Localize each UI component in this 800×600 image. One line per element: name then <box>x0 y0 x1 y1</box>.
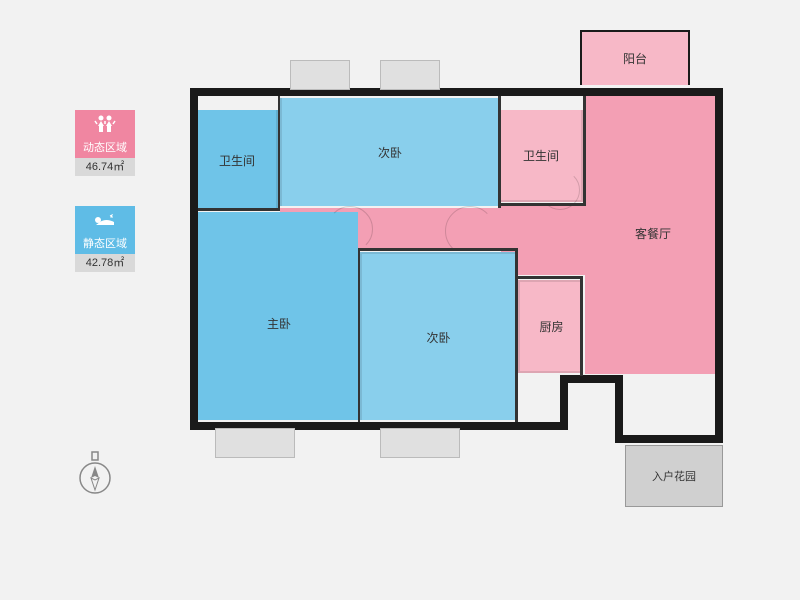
room-bath2: 卫生间 <box>501 110 583 202</box>
wall-segment <box>560 375 623 383</box>
window-recess <box>215 428 295 458</box>
room-label: 卫生间 <box>523 147 559 164</box>
floorplan: 阳台 客餐厅 卫生间 厨房 卫生间 次卧 主卧 次卧 <box>185 20 745 540</box>
wall-segment <box>190 88 723 96</box>
room-master-ext <box>198 212 280 252</box>
room-label: 阳台 <box>623 50 647 67</box>
wall-segment <box>615 435 723 443</box>
window-recess <box>290 60 350 90</box>
room-balcony: 阳台 <box>580 30 690 85</box>
room-bath1: 卫生间 <box>198 110 278 210</box>
sleep-icon <box>75 206 135 234</box>
wall-segment <box>190 88 198 430</box>
window-recess <box>380 428 460 458</box>
room-label: 入户花园 <box>652 468 696 484</box>
wall-thin <box>198 208 280 211</box>
wall-thin <box>278 96 280 210</box>
legend-dynamic-label: 动态区域 <box>75 138 135 158</box>
room-kitchen: 厨房 <box>518 280 583 373</box>
room-label: 厨房 <box>539 318 563 335</box>
wall-thin <box>501 203 586 206</box>
wall-segment <box>560 375 568 430</box>
wall-thin <box>515 276 583 279</box>
compass-icon <box>75 450 115 500</box>
wall-segment <box>615 375 623 443</box>
legend-static-label: 静态区域 <box>75 234 135 254</box>
room-label: 卫生间 <box>219 152 255 169</box>
wall-segment <box>715 88 723 443</box>
room-bed2b: 次卧 <box>360 252 515 420</box>
people-icon <box>75 110 135 138</box>
wall-thin <box>358 250 360 422</box>
wall-thin <box>358 248 518 251</box>
wall-thin <box>498 96 501 208</box>
room-garden: 入户花园 <box>625 445 723 507</box>
wall-thin <box>583 96 586 206</box>
legend-static-value: 42.78㎡ <box>75 254 135 272</box>
room-living <box>585 96 715 374</box>
legend-dynamic-value: 46.74㎡ <box>75 158 135 176</box>
window-recess <box>380 60 440 90</box>
legend-item-static: 静态区域 42.78㎡ <box>75 206 135 272</box>
room-label: 次卧 <box>378 144 402 161</box>
legend-panel: 动态区域 46.74㎡ 静态区域 42.78㎡ <box>75 110 135 302</box>
room-bed2a: 次卧 <box>280 98 498 206</box>
wall-thin <box>580 276 583 376</box>
legend-item-dynamic: 动态区域 46.74㎡ <box>75 110 135 176</box>
room-label: 次卧 <box>426 329 450 346</box>
